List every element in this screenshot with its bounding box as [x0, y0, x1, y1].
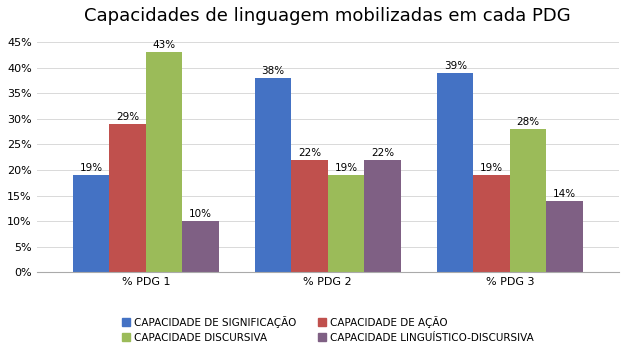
Bar [473, 175, 510, 272]
Text: 43%: 43% [152, 40, 175, 51]
Text: 19%: 19% [80, 163, 103, 173]
Legend: CAPACIDADE DE SIGNIFICAÇÃO, CAPACIDADE DISCURSIVA, CAPACIDADE DE AÇÃO, CAPACIDAD: CAPACIDADE DE SIGNIFICAÇÃO, CAPACIDADE D… [122, 316, 534, 343]
Bar [437, 73, 473, 272]
Text: 38%: 38% [262, 66, 285, 76]
Bar [255, 78, 291, 272]
Bar [328, 175, 364, 272]
Text: 29%: 29% [116, 112, 139, 122]
Title: Capacidades de linguagem mobilizadas em cada PDG: Capacidades de linguagem mobilizadas em … [85, 7, 571, 25]
Text: 10%: 10% [189, 209, 212, 219]
Bar [510, 129, 546, 272]
Text: 19%: 19% [480, 163, 503, 173]
Bar [110, 124, 146, 272]
Bar [182, 221, 218, 272]
Bar [146, 52, 182, 272]
Bar [546, 201, 583, 272]
Bar [291, 160, 328, 272]
Text: 28%: 28% [516, 117, 540, 127]
Text: 19%: 19% [334, 163, 357, 173]
Bar [364, 160, 401, 272]
Bar [73, 175, 110, 272]
Text: 22%: 22% [298, 148, 321, 158]
Text: 22%: 22% [371, 148, 394, 158]
Text: 39%: 39% [444, 61, 467, 71]
Text: 14%: 14% [553, 189, 576, 199]
